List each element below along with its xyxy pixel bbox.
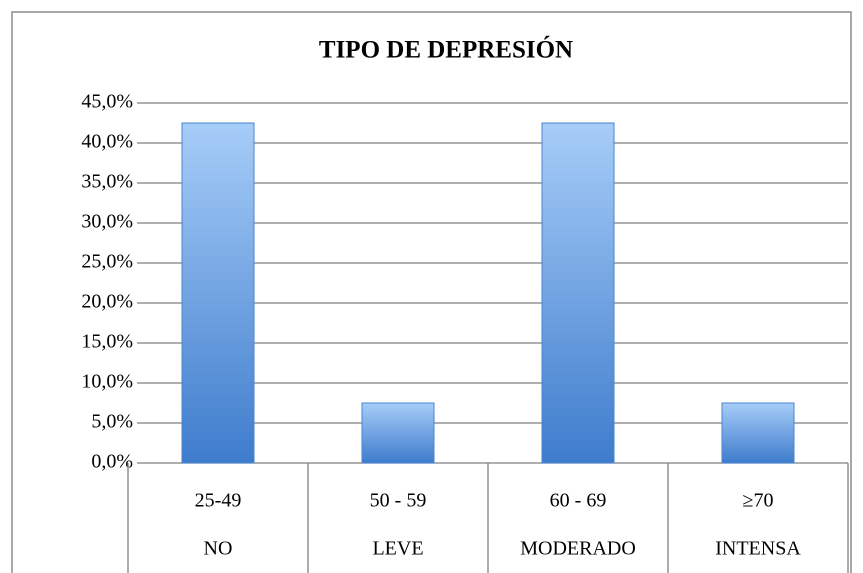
chart-title: TIPO DE DEPRESIÓN — [319, 36, 573, 64]
y-tick-label: 20,0% — [81, 291, 133, 313]
x-tick-label: 50 - 59 — [370, 490, 427, 512]
y-tick-label: 35,0% — [81, 171, 133, 193]
x-tick-label: 60 - 69 — [550, 490, 607, 512]
y-tick-label: 40,0% — [81, 131, 133, 153]
y-tick-label: 5,0% — [91, 411, 133, 433]
x-tick-label: INTENSA — [715, 538, 801, 560]
x-tick-label: NO — [204, 538, 233, 560]
bar — [361, 402, 435, 464]
x-tick-label: 25-49 — [195, 490, 242, 512]
bar — [541, 122, 615, 464]
y-tick-label: 25,0% — [81, 251, 133, 273]
y-tick-label: 0,0% — [91, 451, 133, 473]
bar — [181, 122, 255, 464]
x-tick-label: LEVE — [372, 538, 423, 560]
y-tick-label: 15,0% — [81, 331, 133, 353]
x-tick-label: ≥70 — [743, 490, 774, 512]
y-tick-label: 30,0% — [81, 211, 133, 233]
y-tick-label: 45,0% — [81, 91, 133, 113]
x-tick-label: MODERADO — [520, 538, 636, 560]
bar — [721, 402, 795, 464]
frame — [11, 11, 852, 573]
y-tick-label: 10,0% — [81, 371, 133, 393]
